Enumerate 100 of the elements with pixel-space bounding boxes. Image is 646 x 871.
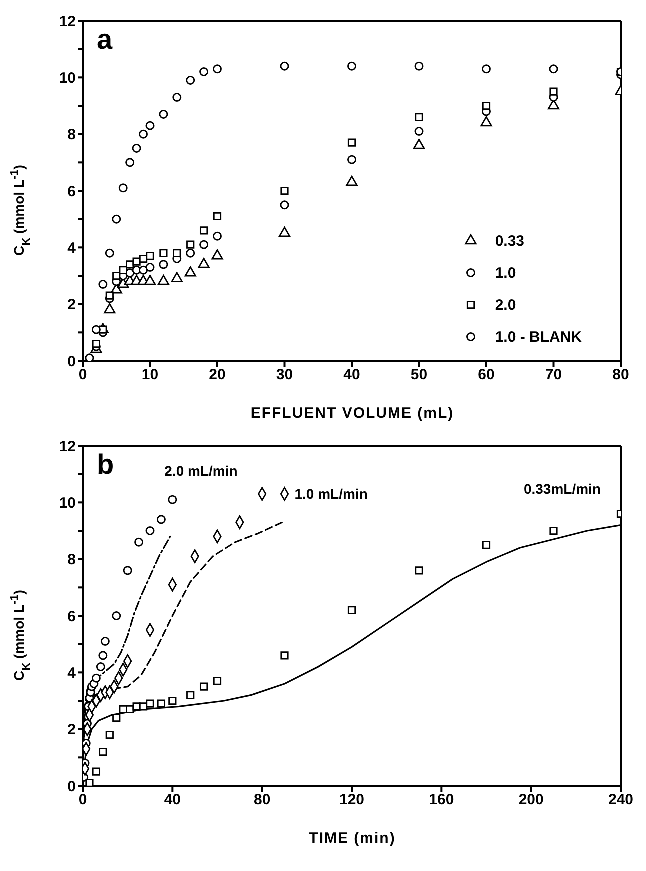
point [92, 674, 101, 683]
point [482, 541, 491, 550]
point [198, 258, 210, 268]
legend-label: 1.0 [495, 264, 516, 282]
point [280, 200, 290, 210]
point [144, 275, 156, 286]
y-tick-label: 4 [68, 664, 77, 682]
point [550, 526, 558, 536]
point [146, 526, 155, 536]
y-tick-label: 10 [59, 70, 76, 87]
point [280, 652, 289, 660]
point [100, 637, 110, 646]
point [139, 130, 148, 139]
point [118, 184, 128, 193]
point [480, 116, 492, 127]
point [186, 76, 196, 85]
x-tick-label: 40 [164, 792, 182, 809]
point [200, 240, 209, 250]
point [200, 68, 209, 76]
point [346, 176, 358, 186]
point [96, 662, 106, 672]
x-tick-label: 80 [254, 792, 271, 809]
point [414, 127, 424, 136]
point [159, 110, 168, 119]
point [134, 538, 144, 547]
point [278, 226, 291, 238]
point [98, 651, 108, 660]
x-tick-label: 80 [612, 366, 630, 384]
x-tick-label: 160 [429, 792, 454, 809]
point [482, 64, 491, 74]
point [482, 102, 491, 110]
point [414, 62, 424, 71]
series-label: 2.0 mL/min [164, 462, 238, 479]
point [212, 250, 224, 260]
point [146, 263, 155, 272]
point [213, 677, 222, 686]
y-tick-label: 12 [59, 438, 76, 456]
x-tick-label: 120 [339, 792, 365, 809]
x-tick-label: 240 [608, 792, 634, 809]
series-label: 1.0 mL/min [294, 486, 368, 502]
annotation: a [97, 24, 113, 56]
y-tick-label: 4 [68, 240, 77, 257]
x-tick-label: 50 [410, 366, 428, 384]
y-tick-label: 12 [59, 13, 76, 30]
y-tick-label: 0 [68, 353, 76, 370]
point [413, 139, 426, 150]
point [146, 121, 155, 130]
legend-label: 1.0 - BLANK [495, 328, 582, 346]
point [186, 691, 195, 700]
point [105, 248, 114, 258]
point [123, 566, 132, 576]
point [98, 280, 108, 289]
point [348, 155, 356, 164]
point [146, 252, 154, 260]
point [139, 266, 148, 275]
point [158, 275, 170, 286]
point [126, 158, 135, 168]
point [92, 325, 101, 334]
point [146, 700, 154, 708]
point [348, 138, 356, 147]
point [415, 566, 424, 575]
point [415, 113, 424, 122]
point [119, 266, 128, 274]
point [92, 768, 101, 776]
y-tick-label: 0 [68, 778, 76, 796]
point [132, 258, 141, 266]
y-tick-label: 8 [68, 126, 76, 144]
x-tick-label: 30 [276, 366, 294, 384]
point [156, 515, 166, 524]
point [213, 64, 222, 74]
x-tick-label: 200 [518, 792, 544, 809]
x-axis-title: TIME (min) [309, 830, 396, 847]
point [85, 354, 94, 361]
point [213, 212, 222, 221]
point [280, 62, 290, 71]
point [186, 240, 195, 249]
point [160, 249, 168, 258]
y-tick-label: 2 [68, 296, 76, 314]
point [106, 730, 114, 740]
point [200, 682, 208, 691]
point [86, 779, 94, 786]
point [112, 272, 121, 280]
x-tick-label: 70 [545, 366, 562, 384]
point [200, 226, 208, 235]
point [104, 303, 116, 314]
point [168, 495, 178, 504]
point [184, 266, 196, 277]
legend-label: 2.0 [495, 296, 516, 314]
legend-label: 0.33 [495, 232, 525, 250]
y-tick-label: 10 [59, 494, 76, 512]
x-tick-label: 10 [142, 366, 159, 384]
point [157, 700, 166, 708]
point [213, 232, 222, 241]
point [112, 714, 121, 722]
point [159, 260, 168, 270]
y-tick-label: 6 [68, 183, 76, 200]
annotation: b [97, 449, 114, 481]
point [172, 93, 182, 102]
point [106, 292, 114, 300]
point [348, 62, 356, 71]
